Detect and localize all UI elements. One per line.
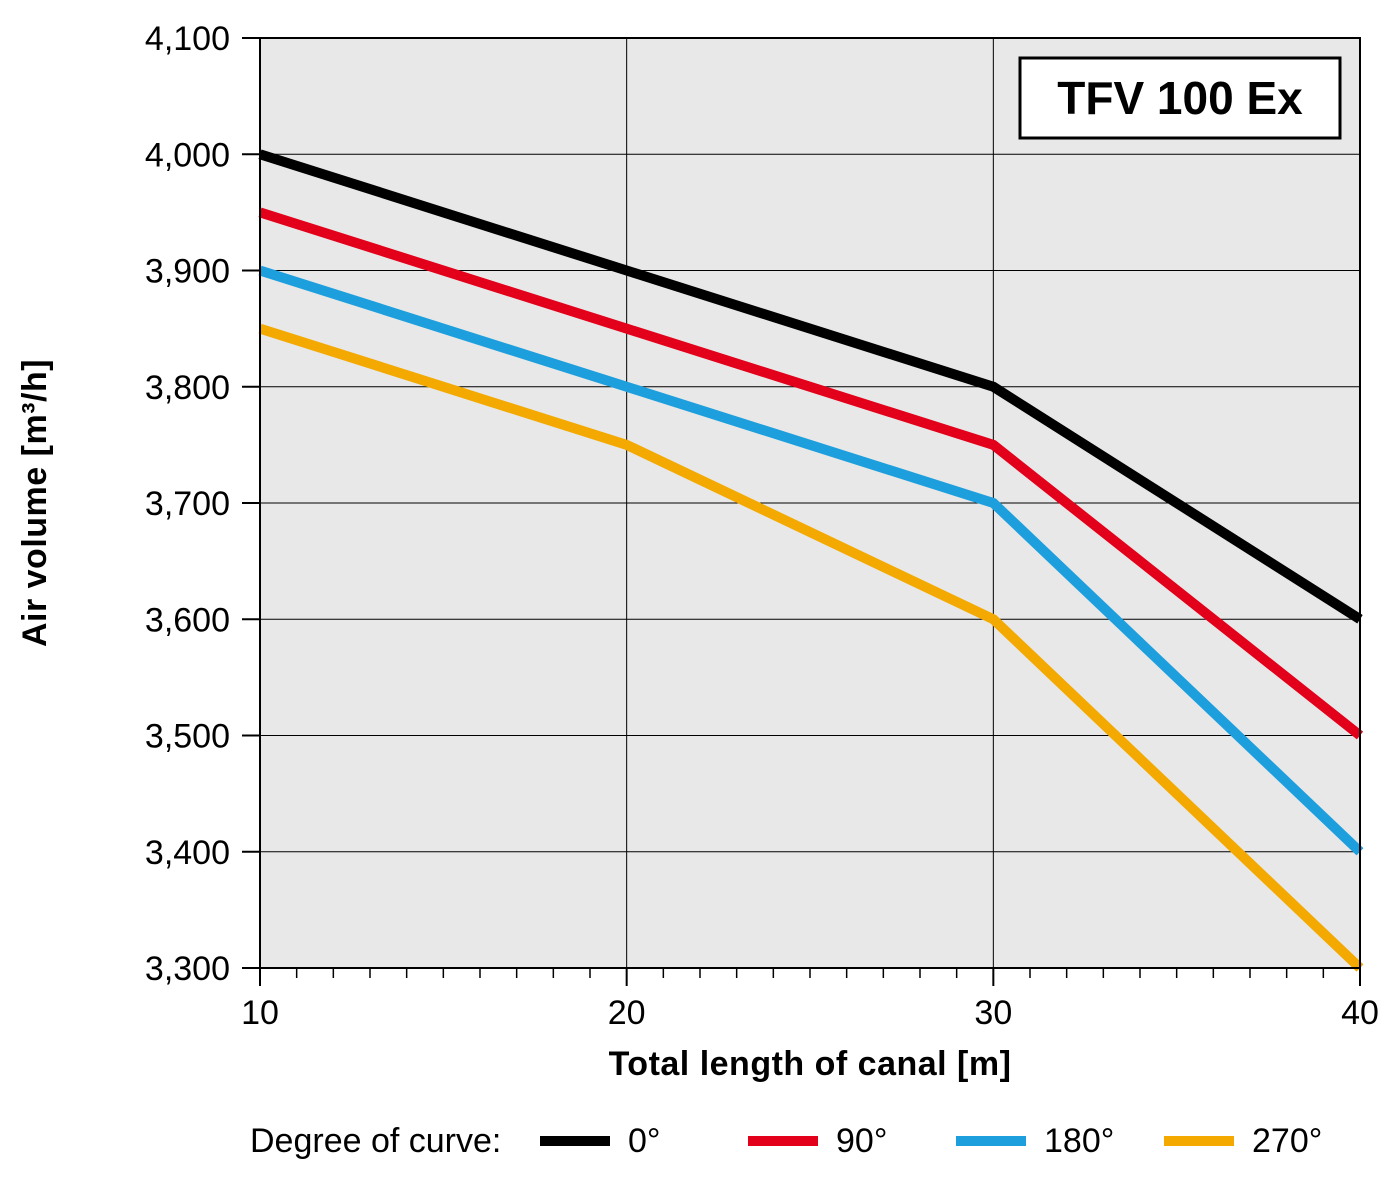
legend-item-label: 180° bbox=[1044, 1122, 1114, 1160]
legend-swatch bbox=[540, 1136, 610, 1146]
legend-swatch bbox=[1164, 1136, 1234, 1146]
y-tick-label: 3,400 bbox=[145, 834, 230, 872]
x-tick-label: 10 bbox=[241, 994, 279, 1032]
legend-item-label: 270° bbox=[1252, 1122, 1322, 1160]
y-tick-label: 3,700 bbox=[145, 485, 230, 523]
y-tick-label: 4,000 bbox=[145, 136, 230, 174]
legend-item-label: 0° bbox=[628, 1122, 661, 1160]
x-tick-label: 30 bbox=[974, 994, 1012, 1032]
legend-item-label: 90° bbox=[836, 1122, 887, 1160]
model-badge-label: TFV 100 Ex bbox=[1057, 72, 1303, 124]
y-tick-label: 3,900 bbox=[145, 253, 230, 291]
y-tick-label: 3,300 bbox=[145, 950, 230, 988]
x-axis-title: Total length of canal [m] bbox=[609, 1045, 1012, 1083]
y-tick-label: 3,800 bbox=[145, 369, 230, 407]
y-tick-label: 3,600 bbox=[145, 601, 230, 639]
legend-title: Degree of curve: bbox=[250, 1122, 501, 1160]
x-tick-label: 20 bbox=[608, 994, 646, 1032]
legend-swatch bbox=[956, 1136, 1026, 1146]
x-tick-label: 40 bbox=[1341, 994, 1379, 1032]
legend-swatch bbox=[748, 1136, 818, 1146]
y-tick-label: 3,500 bbox=[145, 718, 230, 756]
line-chart: 3,300 3,400 3,500 3,600 3,700 3,800 3,900 4,000… bbox=[0, 0, 1400, 1181]
y-tick-label: 4,100 bbox=[145, 20, 230, 58]
y-axis-title: Air volume [m³/h] bbox=[16, 359, 54, 647]
